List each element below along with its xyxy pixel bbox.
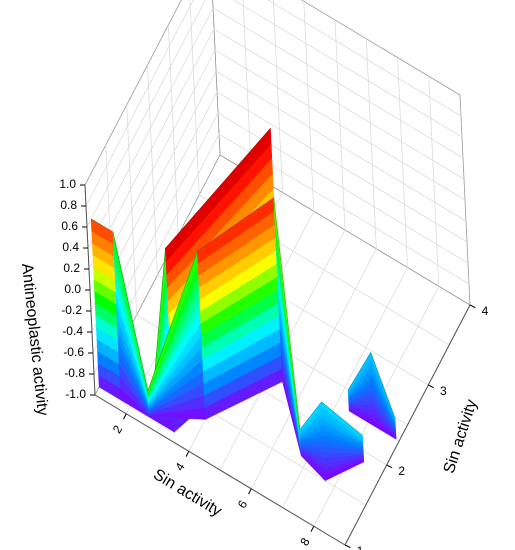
- y-tick-label: 3: [440, 384, 447, 398]
- contour-line: [165, 128, 271, 249]
- z-tick-label: 0.4: [62, 240, 79, 254]
- z-tick-label: -0.6: [63, 345, 84, 359]
- gridline-z: [86, 0, 463, 228]
- z-tick-label: 0.2: [63, 261, 80, 275]
- y-axis: 1 2 3 4: [344, 304, 489, 550]
- x-tick-label: 2: [110, 423, 126, 436]
- y-tick: [428, 384, 434, 389]
- y-tick-label: 2: [398, 464, 405, 478]
- contour-line: [347, 352, 371, 391]
- gridline-z: [93, 133, 470, 375]
- y-tick: [344, 544, 351, 549]
- x-tick: [310, 526, 315, 532]
- x-tick: [248, 488, 252, 495]
- gridline-z: [87, 7, 464, 249]
- gridline-y: [189, 0, 450, 346]
- x-tick-label: 6: [235, 498, 251, 511]
- gridline-z: [90, 70, 467, 312]
- contour-line: [321, 401, 363, 436]
- z-axis: 1.0 0.8 0.6 0.4 0.2 0.0 -0.2 -0.4 -0.6 -0.8 -1.0: [59, 177, 95, 401]
- gridline-y: [147, 64, 408, 426]
- y-axis-title: Sin activity: [441, 398, 481, 476]
- z-tick-label: 0.0: [64, 282, 81, 296]
- contour-line: [273, 197, 301, 430]
- x-tick: [185, 451, 190, 457]
- x-axis-title: Sin activity: [150, 466, 224, 520]
- z-tick-label: 1.0: [59, 177, 76, 191]
- y-tick: [469, 304, 476, 309]
- y-tick-label: 4: [482, 304, 489, 318]
- z-tick-label: -1.0: [65, 387, 86, 401]
- z-tick-label: -0.2: [61, 303, 82, 317]
- contour-line: [299, 401, 322, 430]
- x-tick: [123, 413, 127, 420]
- contour-line: [91, 218, 114, 233]
- gridline-z: [88, 28, 465, 270]
- contour-line: [370, 352, 396, 419]
- x-tick-label: 8: [297, 535, 313, 548]
- gridline-z: [92, 112, 469, 354]
- contour-line: [147, 251, 198, 391]
- gridline-y: [126, 104, 387, 466]
- z-tick-label: -0.4: [62, 324, 83, 338]
- z-tick-label: 0.8: [60, 198, 77, 212]
- contour-line: [112, 232, 153, 409]
- x-axis-line: [94, 394, 346, 546]
- y-tick-label: 1: [357, 544, 364, 550]
- z-axis-title: Antineoplastic activity: [18, 263, 51, 417]
- x-tick-label: 4: [172, 460, 188, 473]
- y-axis-line: [344, 304, 471, 546]
- z-tick-label: 0.6: [61, 219, 78, 233]
- gridline-z: [89, 49, 466, 291]
- gridline-z: [85, 0, 462, 207]
- y-tick: [386, 464, 393, 469]
- gridline-z: [91, 91, 468, 333]
- contour-line: [197, 197, 274, 252]
- z-tick-label: -0.8: [64, 366, 85, 380]
- surface-plot: [90, 127, 397, 482]
